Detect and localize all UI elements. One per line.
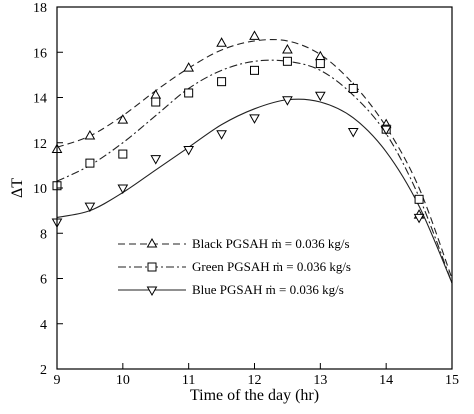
data-point — [84, 129, 96, 140]
data-point — [315, 59, 325, 69]
x-tick-label: 14 — [379, 373, 393, 388]
data-point — [347, 127, 359, 138]
data-point — [314, 91, 326, 102]
data-point — [85, 158, 95, 168]
legend-label: Black PGSAH ṁ = 0.036 kg/s — [192, 236, 350, 251]
data-point — [117, 184, 129, 195]
y-tick-label: 16 — [33, 46, 47, 61]
data-point — [150, 89, 162, 99]
x-axis-label: Time of the day (hr) — [190, 387, 319, 404]
x-tick-label: 11 — [182, 373, 195, 388]
data-point — [216, 37, 227, 47]
series-line — [56, 98, 453, 284]
y-tick-label: 10 — [33, 182, 47, 197]
legend-marker — [146, 286, 158, 297]
x-axis-ticks: 9 10 11 12 13 14 15 — [54, 363, 459, 388]
data-point — [183, 146, 195, 156]
legend-marker — [147, 262, 157, 272]
legend: Black PGSAH ṁ = 0.036 kg/s Green PGSAH ṁ … — [118, 236, 351, 297]
data-point — [282, 56, 292, 66]
data-point — [117, 114, 129, 124]
legend-label: Blue PGSAH ṁ = 0.036 kg/s — [192, 282, 344, 297]
x-tick-label: 12 — [248, 373, 262, 388]
y-tick-label: 14 — [33, 92, 47, 107]
series-line — [56, 59, 453, 284]
data-point — [249, 30, 260, 40]
data-point — [282, 96, 293, 106]
series-markers — [51, 30, 425, 228]
legend-marker — [146, 237, 158, 248]
data-point — [282, 43, 293, 54]
data-point — [151, 97, 161, 107]
legend-label: Green PGSAH ṁ = 0.036 kg/s — [192, 259, 351, 274]
data-point — [250, 65, 259, 75]
x-tick-label: 13 — [313, 373, 327, 388]
data-point — [184, 88, 194, 98]
data-point — [150, 155, 162, 165]
y-tick-label: 4 — [40, 318, 47, 333]
data-point — [118, 149, 128, 159]
y-axis-ticks: 2 4 6 8 10 12 14 16 18 — [33, 1, 63, 378]
x-tick-label: 15 — [445, 373, 459, 388]
y-tick-label: 2 — [40, 363, 47, 378]
data-point — [380, 125, 392, 136]
data-point — [414, 194, 424, 204]
data-point — [217, 77, 227, 87]
data-point — [183, 62, 195, 72]
plot-frame — [56, 6, 453, 370]
y-axis-label: ΔT — [9, 178, 26, 198]
data-point — [249, 114, 260, 124]
data-point — [216, 130, 227, 140]
x-tick-label: 9 — [54, 373, 61, 388]
y-tick-label: 12 — [33, 137, 47, 152]
y-tick-label: 8 — [40, 227, 47, 242]
data-point — [348, 83, 358, 93]
x-tick-label: 10 — [116, 373, 130, 388]
data-point — [413, 213, 425, 224]
data-point — [84, 202, 96, 213]
y-tick-label: 6 — [40, 273, 47, 288]
y-tick-label: 18 — [33, 1, 47, 16]
